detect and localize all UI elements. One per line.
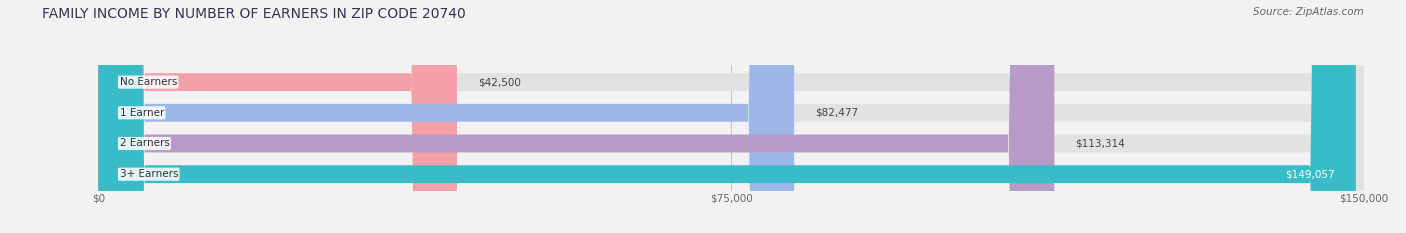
Text: 1 Earner: 1 Earner [120,108,165,118]
FancyBboxPatch shape [98,0,1364,233]
Text: $82,477: $82,477 [815,108,859,118]
FancyBboxPatch shape [98,0,1364,233]
FancyBboxPatch shape [98,0,794,233]
Text: $42,500: $42,500 [478,77,520,87]
Text: $149,057: $149,057 [1285,169,1334,179]
Text: No Earners: No Earners [120,77,177,87]
Text: 3+ Earners: 3+ Earners [120,169,179,179]
Text: 2 Earners: 2 Earners [120,138,169,148]
FancyBboxPatch shape [98,0,1054,233]
FancyBboxPatch shape [98,0,1364,233]
Text: FAMILY INCOME BY NUMBER OF EARNERS IN ZIP CODE 20740: FAMILY INCOME BY NUMBER OF EARNERS IN ZI… [42,7,465,21]
FancyBboxPatch shape [98,0,1355,233]
FancyBboxPatch shape [98,0,1364,233]
FancyBboxPatch shape [98,0,457,233]
Text: $113,314: $113,314 [1076,138,1125,148]
Text: Source: ZipAtlas.com: Source: ZipAtlas.com [1253,7,1364,17]
